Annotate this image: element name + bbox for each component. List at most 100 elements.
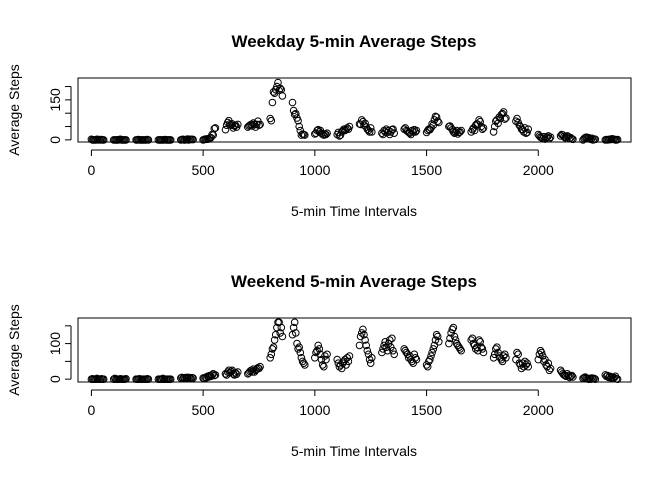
data-point	[221, 125, 230, 134]
x-tick-label: 500	[191, 162, 215, 178]
chart-title: Weekday 5-min Average Steps	[231, 32, 476, 51]
data-point	[320, 362, 328, 371]
data-point	[360, 330, 368, 339]
data-point	[613, 135, 622, 144]
x-tick-label: 2000	[523, 162, 554, 178]
data-point	[489, 128, 498, 136]
data-point	[609, 374, 617, 383]
data-point	[368, 354, 376, 362]
data-point	[523, 128, 531, 137]
y-tick-label: 150	[47, 88, 63, 112]
data-point	[457, 126, 466, 135]
data-point	[122, 136, 130, 144]
data-point	[267, 116, 276, 125]
plot-frame	[77, 77, 632, 143]
data-point	[523, 359, 531, 368]
data-point	[368, 128, 376, 136]
data-point	[479, 348, 488, 357]
data-point	[292, 329, 300, 337]
data-point	[496, 114, 505, 123]
data-point	[390, 129, 399, 137]
data-point	[468, 334, 477, 343]
data-point	[479, 124, 488, 132]
data-point	[335, 132, 344, 140]
data-point	[292, 109, 300, 118]
data-point	[429, 345, 438, 353]
data-point	[591, 135, 600, 144]
data-point	[268, 345, 277, 353]
data-point	[322, 130, 330, 139]
data-point	[501, 350, 509, 359]
data-point	[432, 330, 441, 339]
data-point	[317, 129, 326, 137]
data-point	[333, 355, 342, 364]
data-point	[256, 362, 264, 371]
data-point	[435, 118, 443, 127]
data-point	[278, 92, 287, 100]
data-point	[269, 88, 278, 96]
data-point	[210, 371, 219, 380]
data-point	[321, 352, 329, 360]
data-point	[295, 343, 304, 352]
data-point	[363, 346, 372, 355]
x-axis: 0 500 1000 1500 2000	[88, 149, 554, 178]
data-point	[423, 362, 432, 371]
data-point	[271, 85, 280, 94]
data-point	[411, 128, 420, 136]
data-point	[591, 375, 600, 384]
data-point	[378, 348, 386, 357]
data-point	[268, 98, 277, 107]
data-point	[478, 345, 487, 353]
data-point	[336, 131, 345, 139]
data-point	[445, 339, 453, 348]
data-point	[296, 348, 305, 357]
data-point	[362, 341, 371, 350]
data-point	[565, 373, 574, 382]
data-point	[339, 126, 347, 135]
x-axis-label: 5-min Time Intervals	[291, 203, 417, 219]
data-point	[501, 115, 509, 123]
data-point	[452, 126, 461, 135]
data-point	[388, 334, 396, 343]
data-point	[380, 341, 388, 350]
data-point	[502, 354, 510, 362]
data-point	[341, 126, 349, 135]
data-point	[546, 364, 555, 373]
y-axis: 0 100	[47, 325, 72, 383]
data-point	[343, 354, 352, 362]
data-point	[427, 352, 435, 360]
data-point	[521, 357, 529, 366]
data-point	[295, 122, 304, 131]
data-point	[144, 375, 153, 384]
data-point	[277, 323, 286, 332]
x-tick-label: 2000	[523, 402, 554, 418]
data-point	[359, 117, 367, 126]
data-point	[366, 359, 375, 368]
data-point	[276, 84, 285, 93]
data-point	[290, 318, 299, 327]
data-point	[270, 336, 279, 344]
data-point	[435, 338, 443, 346]
data-point	[499, 352, 508, 360]
data-point	[476, 338, 485, 346]
data-point	[456, 345, 464, 353]
x-tick-label: 1500	[411, 402, 442, 418]
data-point	[189, 374, 197, 382]
data-point	[390, 350, 399, 359]
data-point	[428, 348, 436, 357]
data-point	[446, 334, 454, 343]
data-point	[412, 355, 421, 364]
data-point	[545, 366, 554, 375]
data-point	[359, 325, 367, 334]
data-point	[522, 361, 530, 369]
data-point	[513, 348, 521, 357]
x-tick-label: 0	[88, 402, 96, 418]
data-point	[524, 125, 533, 133]
data-point	[323, 129, 331, 137]
data-point	[514, 350, 523, 359]
data-point	[358, 329, 366, 337]
data-point	[256, 120, 264, 129]
weekend-panel: Weekend 5-min Average Steps 5-min Time I…	[6, 272, 632, 459]
data-point	[234, 120, 242, 129]
